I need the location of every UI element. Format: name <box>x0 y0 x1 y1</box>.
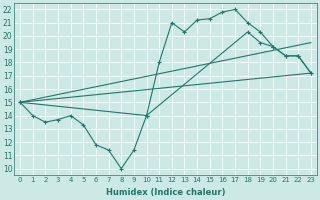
X-axis label: Humidex (Indice chaleur): Humidex (Indice chaleur) <box>106 188 225 197</box>
